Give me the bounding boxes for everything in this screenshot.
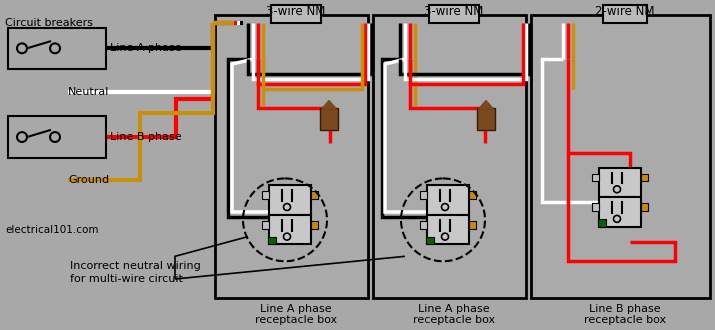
Bar <box>599 168 641 197</box>
Bar <box>641 174 648 182</box>
Text: 3-wire NM: 3-wire NM <box>424 5 483 18</box>
Circle shape <box>613 215 621 222</box>
Text: Ground: Ground <box>68 176 109 185</box>
Text: 3-wire NM: 3-wire NM <box>266 5 326 18</box>
Bar <box>603 5 647 23</box>
Text: Incorrect neutral wiring
for multi-wire circuit: Incorrect neutral wiring for multi-wire … <box>70 261 201 284</box>
Circle shape <box>441 204 448 211</box>
Bar <box>598 219 606 227</box>
Text: Neutral: Neutral <box>68 87 109 97</box>
Bar <box>373 15 526 298</box>
Bar <box>599 197 641 227</box>
Circle shape <box>284 204 290 211</box>
Bar <box>429 5 479 23</box>
Text: Line B phase
receptacle box: Line B phase receptacle box <box>584 304 666 325</box>
Text: Line B phase: Line B phase <box>110 132 182 142</box>
Bar <box>268 237 276 245</box>
Bar <box>311 221 318 229</box>
Bar <box>641 203 648 211</box>
Bar <box>271 5 321 23</box>
Circle shape <box>613 186 621 193</box>
Text: Circuit breakers: Circuit breakers <box>5 18 93 28</box>
Text: electrical101.com: electrical101.com <box>5 225 99 235</box>
Bar <box>477 109 495 130</box>
Text: Line A phase
receptacle box: Line A phase receptacle box <box>413 304 495 325</box>
Bar <box>262 221 269 229</box>
Bar <box>311 191 318 199</box>
Bar <box>469 191 476 199</box>
Bar <box>531 15 710 298</box>
Polygon shape <box>322 101 336 109</box>
Bar <box>320 109 338 130</box>
Bar <box>427 185 469 215</box>
Text: Line A phase: Line A phase <box>110 43 182 53</box>
Text: 2-wire NM: 2-wire NM <box>596 5 655 18</box>
Text: Line A phase
receptacle box: Line A phase receptacle box <box>255 304 337 325</box>
Polygon shape <box>479 101 493 109</box>
Bar <box>8 116 106 158</box>
Bar <box>262 191 269 199</box>
Bar <box>215 15 368 298</box>
Bar <box>269 215 311 245</box>
Bar <box>420 191 427 199</box>
Bar <box>469 221 476 229</box>
Circle shape <box>284 233 290 240</box>
Bar <box>8 28 106 69</box>
Bar <box>592 174 599 182</box>
Bar <box>427 215 469 245</box>
Bar <box>269 185 311 215</box>
Bar <box>420 221 427 229</box>
Circle shape <box>441 233 448 240</box>
Bar <box>592 203 599 211</box>
Bar <box>426 237 434 245</box>
